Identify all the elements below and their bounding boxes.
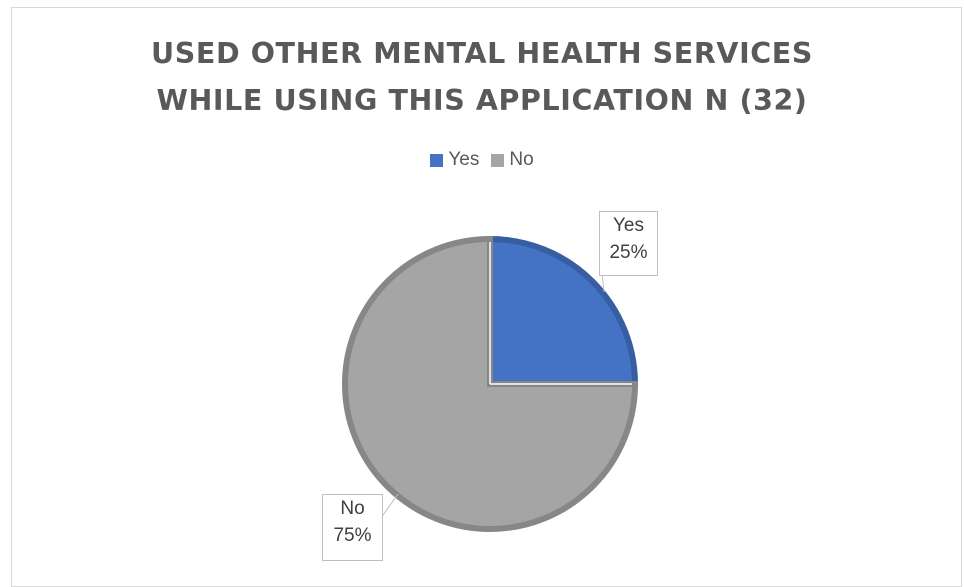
leader-line-no xyxy=(380,493,399,519)
data-label-no-name: No xyxy=(340,498,365,519)
data-label-yes-value: 25% xyxy=(609,242,648,263)
legend-swatch-no xyxy=(491,153,505,167)
chart-title: USED OTHER MENTAL HEALTH SERVICES WHILE … xyxy=(0,30,964,124)
data-label-yes-name: Yes xyxy=(613,215,644,236)
data-label-no-value: 75% xyxy=(333,525,372,546)
pie-slices xyxy=(342,235,639,532)
chart-legend: Yes No xyxy=(0,147,964,173)
data-label-yes: Yes 25% xyxy=(599,211,658,276)
legend-label-yes: Yes xyxy=(448,149,480,170)
legend-item-no: No xyxy=(491,149,534,171)
data-label-no: No 75% xyxy=(322,494,383,561)
chart-title-line-1: USED OTHER MENTAL HEALTH SERVICES xyxy=(151,37,813,70)
legend-label-no: No xyxy=(509,149,534,170)
legend-swatch-yes xyxy=(430,153,444,167)
pie-slice-yes xyxy=(487,235,639,387)
legend-item-yes: Yes xyxy=(430,149,479,171)
chart-title-line-2: WHILE USING THIS APPLICATION N (32) xyxy=(156,84,808,117)
